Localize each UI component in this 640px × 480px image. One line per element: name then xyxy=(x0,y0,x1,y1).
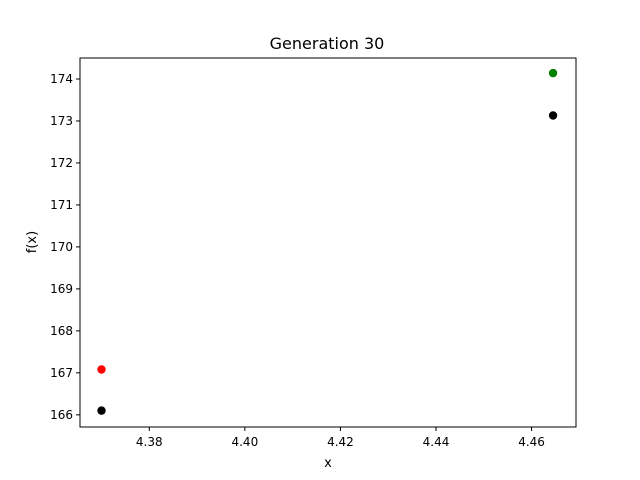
y-tick-label: 171 xyxy=(50,198,73,212)
y-axis-ticks: 166 167 168 169 170 171 172 173 174 xyxy=(50,72,80,422)
plot-area xyxy=(80,58,576,427)
data-point xyxy=(97,365,106,374)
data-points xyxy=(97,68,558,415)
x-tick-label: 4.38 xyxy=(136,435,163,449)
y-axis-label: f(x) xyxy=(25,231,40,253)
data-point xyxy=(548,68,558,78)
plot-frame xyxy=(79,57,577,428)
x-tick-label: 4.40 xyxy=(231,435,258,449)
y-tick-label: 168 xyxy=(50,324,73,338)
x-tick-label: 4.46 xyxy=(518,435,545,449)
y-tick-label: 172 xyxy=(50,156,73,170)
y-tick-label: 170 xyxy=(50,240,73,254)
x-tick-label: 4.44 xyxy=(423,435,450,449)
y-tick-label: 169 xyxy=(50,282,73,296)
x-axis-label: x xyxy=(324,456,332,471)
y-tick-label: 167 xyxy=(50,366,73,380)
data-point xyxy=(97,406,106,415)
y-tick-label: 166 xyxy=(50,408,73,422)
y-tick-label: 174 xyxy=(50,72,73,86)
x-tick-label: 4.42 xyxy=(327,435,354,449)
x-axis-ticks: 4.38 4.40 4.42 4.44 4.46 xyxy=(136,427,545,449)
chart-title: Generation 30 xyxy=(270,34,385,53)
y-tick-label: 173 xyxy=(50,114,73,128)
data-point xyxy=(548,111,558,120)
